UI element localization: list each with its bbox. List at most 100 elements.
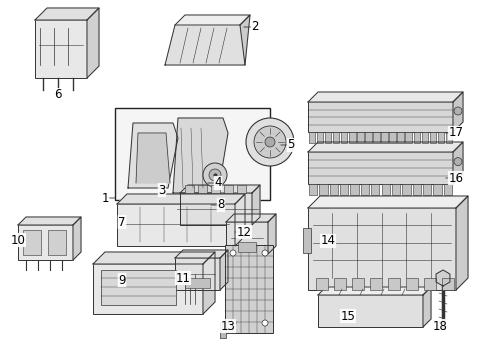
Polygon shape [93,252,215,264]
Bar [405,278,417,290]
Polygon shape [173,118,227,193]
Text: 5: 5 [287,139,294,152]
Circle shape [245,118,293,166]
Bar [307,152,452,184]
Bar [184,185,194,193]
Text: 15: 15 [340,310,355,323]
Bar [441,278,453,290]
Bar [365,132,371,143]
Polygon shape [455,196,467,290]
Polygon shape [452,142,462,184]
Bar [351,278,363,290]
Bar [369,278,381,290]
Bar [432,184,441,195]
Bar [348,132,355,143]
Bar [423,278,435,290]
Circle shape [264,137,274,147]
Polygon shape [267,214,275,254]
Bar [101,270,176,305]
Text: 16: 16 [447,171,463,184]
Polygon shape [251,185,260,225]
Polygon shape [180,185,260,193]
Text: 10: 10 [11,234,25,247]
Bar [422,184,430,195]
Polygon shape [307,92,462,102]
Bar [307,102,452,132]
Circle shape [203,163,226,187]
Bar [238,242,256,252]
Polygon shape [203,252,215,314]
Text: 18: 18 [432,320,447,333]
Bar [421,132,427,143]
Bar [317,295,422,327]
Text: 9: 9 [118,274,125,287]
Text: 7: 7 [118,216,125,229]
Bar [412,184,420,195]
Text: 11: 11 [175,271,190,284]
Bar [360,184,368,195]
Bar [370,184,379,195]
Polygon shape [18,217,81,225]
Bar [308,132,315,143]
Bar [388,132,395,143]
Polygon shape [307,196,467,208]
Polygon shape [87,8,99,78]
Bar [225,222,267,254]
Text: 1: 1 [101,192,108,204]
Bar [35,20,87,78]
Bar [340,184,347,195]
Bar [405,132,411,143]
Bar [115,108,269,200]
Text: 3: 3 [158,184,165,197]
Text: 4: 4 [214,176,221,189]
Bar [224,185,232,193]
Polygon shape [452,92,462,132]
Polygon shape [240,15,249,65]
Bar [391,184,399,195]
Bar [340,132,347,143]
Bar [210,185,220,193]
Bar [117,204,235,246]
Bar [308,184,317,195]
Polygon shape [117,194,244,204]
Bar [324,132,331,143]
Bar [307,208,455,290]
Bar [184,278,209,288]
Bar [198,185,206,193]
Text: 2: 2 [251,21,258,33]
Bar [356,132,363,143]
Circle shape [208,169,221,181]
Text: 6: 6 [54,89,61,102]
Bar [350,184,358,195]
Bar [315,278,327,290]
Bar [443,184,451,195]
Polygon shape [317,287,430,295]
Polygon shape [220,250,227,290]
Circle shape [262,320,267,326]
Polygon shape [136,133,170,183]
Bar [329,184,337,195]
Bar [332,132,339,143]
Bar [445,132,451,143]
Bar [372,132,379,143]
Polygon shape [307,142,462,152]
Text: 13: 13 [220,320,235,333]
Circle shape [229,250,236,256]
Bar [319,184,327,195]
Bar [18,225,73,260]
Text: 14: 14 [320,234,335,248]
Bar [381,184,389,195]
Polygon shape [128,123,178,188]
Bar [402,184,410,195]
Polygon shape [225,214,275,222]
Bar [224,245,272,333]
Bar [429,132,435,143]
Bar [303,228,310,253]
Circle shape [253,126,285,158]
Polygon shape [175,250,227,258]
Circle shape [262,250,267,256]
Polygon shape [175,15,249,25]
Polygon shape [435,270,449,286]
Bar [180,193,251,225]
Circle shape [229,320,236,326]
